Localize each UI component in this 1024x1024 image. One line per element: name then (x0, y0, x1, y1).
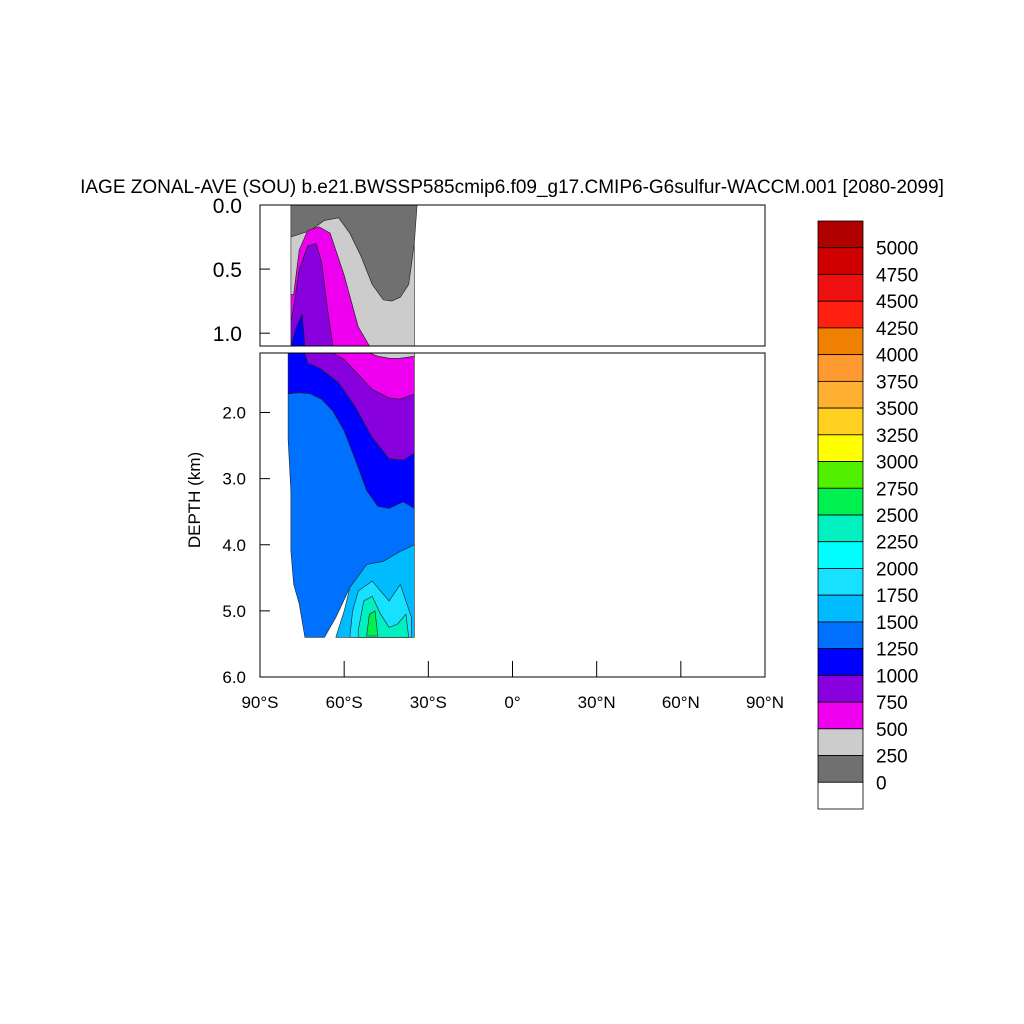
colorbar-label: 4000 (876, 346, 918, 367)
colorbar-label: 2000 (876, 560, 918, 581)
colorbar-swatch (817, 648, 864, 676)
colorbar-label: 2500 (876, 506, 918, 527)
colorbar-label: 4250 (876, 319, 918, 340)
colorbar-swatch (817, 434, 864, 462)
colorbar-swatch (817, 541, 864, 569)
colorbar-swatch (817, 621, 864, 650)
upper-y-tick-label: 0.5 (213, 259, 242, 282)
colorbar-swatch (817, 701, 864, 730)
x-tick-label: 60°S (326, 693, 363, 712)
colorbar-label: 1750 (876, 586, 918, 607)
colorbar-swatch (817, 594, 864, 623)
lower-y-tick-label: 4.0 (222, 536, 246, 555)
x-tick-label: 30°N (578, 693, 616, 712)
colorbar-label: 2750 (876, 479, 918, 500)
colorbar-swatch (817, 728, 864, 756)
colorbar-swatch (817, 327, 864, 356)
colorbar-label: 3000 (876, 453, 918, 474)
upper-panel-frame (259, 204, 766, 347)
colorbar-label: 500 (876, 720, 908, 741)
colorbar-swatch (817, 781, 864, 810)
lower-y-tick-label: 5.0 (222, 602, 246, 621)
colorbar-label: 2250 (876, 533, 918, 554)
x-tick-label: 90°S (241, 693, 278, 712)
colorbar-label: 3250 (876, 426, 918, 447)
x-axis: 90°S 60°S 30°S 0° 30°N 60°N 90°N (241, 661, 784, 712)
upper-y-tick-label: 1.0 (213, 323, 242, 346)
upper-contour-fills (290, 205, 418, 346)
colorbar-label: 4500 (876, 292, 918, 313)
colorbar-swatch (817, 461, 864, 489)
colorbar-label: 3500 (876, 399, 918, 420)
lower-y-tick-label: 6.0 (222, 668, 246, 687)
colorbar-label: 5000 (876, 239, 918, 260)
upper-depth-panel: 0.0 0.5 1.0 (213, 195, 766, 347)
colorbar-swatch (817, 380, 864, 409)
colorbar-swatch (817, 247, 864, 275)
colorbar-swatch (817, 755, 864, 783)
x-tick-label: 90°N (746, 693, 784, 712)
colorbar-swatch (817, 674, 864, 703)
colorbar-swatch (817, 568, 864, 596)
colorbar-label: 1250 (876, 640, 918, 661)
contour-band-lower-2250-2500 (366, 610, 379, 637)
x-tick-label: 0° (504, 693, 520, 712)
colorbar-swatch (817, 300, 864, 329)
colorbar-swatch (817, 407, 864, 436)
lower-y-tick-label: 2.0 (222, 404, 246, 423)
colorbar-label: 4750 (876, 266, 918, 287)
colorbar-label: 0 (876, 773, 887, 794)
x-tick-label: 30°S (410, 693, 447, 712)
colorbar-label: 3750 (876, 372, 918, 393)
colorbar-label: 750 (876, 693, 908, 714)
colorbar-label: 1500 (876, 613, 918, 634)
upper-y-tick-label: 0.0 (213, 195, 242, 218)
colorbar-swatch (817, 514, 864, 543)
colorbar-legend: 5000475045004250400037503500325030002750… (817, 220, 918, 810)
colorbar-swatch (817, 487, 864, 516)
chart-title: IAGE ZONAL-AVE (SOU) b.e21.BWSSP585cmip6… (80, 177, 944, 198)
colorbar-label: 250 (876, 747, 908, 768)
x-tick-label: 60°N (662, 693, 700, 712)
lower-depth-panel: 2.03.04.05.06.0 90°S 60°S 30°S 0° 30°N 60°N 90… (222, 352, 784, 712)
lower-contour-fills (287, 353, 415, 638)
upper-y-axis: 0.0 0.5 1.0 (213, 195, 270, 346)
lower-y-tick-label: 3.0 (222, 470, 246, 489)
lower-y-axis: 2.0 3.0 4.0 5.0 6.0 (222, 404, 270, 687)
colorbar-label: 1000 (876, 666, 918, 687)
y-axis-label: DEPTH (km) (185, 452, 204, 548)
colorbar-swatch (817, 274, 864, 302)
contour-band-upper-1000-1250 (290, 313, 306, 346)
colorbar-swatch (817, 354, 864, 382)
colorbar-swatch (817, 220, 864, 249)
